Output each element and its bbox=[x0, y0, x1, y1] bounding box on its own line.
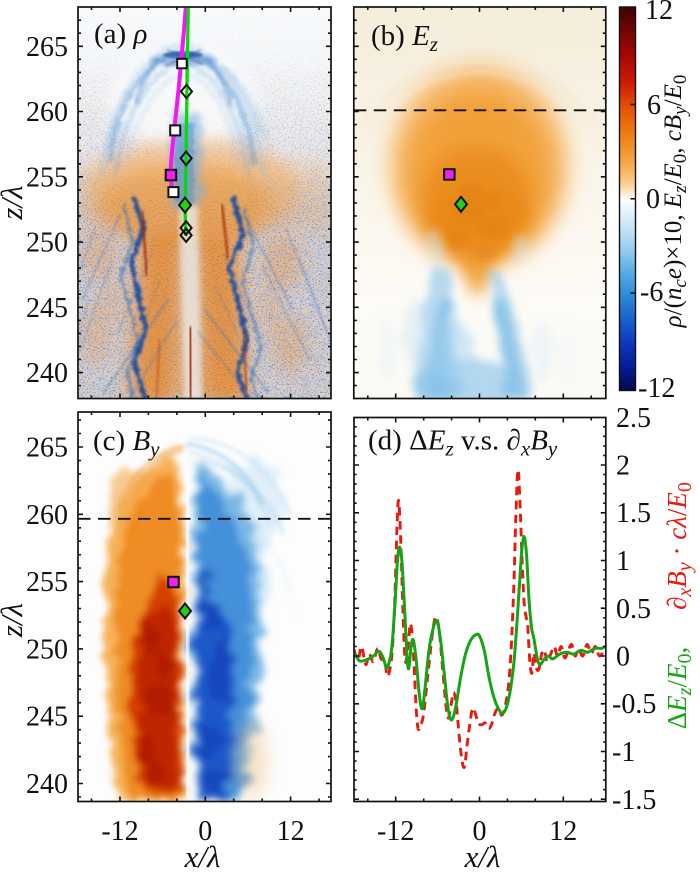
svg-text:-12: -12 bbox=[101, 816, 138, 847]
svg-text:2.5: 2.5 bbox=[616, 403, 651, 434]
svg-text:260: 260 bbox=[26, 97, 68, 128]
svg-text:x/λ: x/λ bbox=[184, 839, 221, 871]
svg-text:250: 250 bbox=[26, 634, 68, 665]
svg-text:12: 12 bbox=[645, 0, 673, 26]
svg-text:240: 240 bbox=[26, 358, 68, 389]
svg-text:245: 245 bbox=[26, 293, 68, 324]
svg-text:∂xBy · cλ/E0: ∂xBy · cλ/E0 bbox=[662, 482, 696, 610]
svg-text:(c) By: (c) By bbox=[93, 425, 160, 461]
svg-text:(b) Ez: (b) Ez bbox=[371, 20, 438, 56]
svg-text:2: 2 bbox=[616, 451, 630, 482]
svg-text:245: 245 bbox=[26, 702, 68, 733]
svg-text:-6: -6 bbox=[640, 277, 663, 308]
svg-text:-0.5: -0.5 bbox=[612, 689, 656, 720]
svg-text:12: 12 bbox=[277, 816, 305, 847]
svg-text:1: 1 bbox=[616, 546, 630, 577]
svg-text:0: 0 bbox=[616, 642, 630, 673]
svg-text:255: 255 bbox=[26, 162, 68, 193]
svg-text:1.5: 1.5 bbox=[616, 498, 651, 529]
svg-text:250: 250 bbox=[26, 228, 68, 259]
svg-text:0.5: 0.5 bbox=[616, 594, 651, 625]
svg-text:-12: -12 bbox=[377, 816, 414, 847]
svg-text:(d) ΔEz v.s. ∂xBy: (d) ΔEz v.s. ∂xBy bbox=[368, 425, 558, 461]
svg-text:12: 12 bbox=[549, 816, 577, 847]
svg-text:240: 240 bbox=[26, 769, 68, 800]
svg-text:0: 0 bbox=[198, 816, 212, 847]
svg-text:255: 255 bbox=[26, 567, 68, 598]
svg-text:-1: -1 bbox=[612, 737, 635, 768]
svg-text:x/λ: x/λ bbox=[464, 839, 501, 871]
svg-text:(a) ρ: (a) ρ bbox=[94, 18, 147, 50]
svg-text:6: 6 bbox=[647, 90, 661, 121]
svg-text:-1.5: -1.5 bbox=[612, 785, 656, 816]
svg-text:0: 0 bbox=[646, 184, 660, 215]
svg-text:z/λ: z/λ bbox=[0, 603, 29, 638]
svg-text:z/λ: z/λ bbox=[0, 185, 29, 220]
svg-text:0: 0 bbox=[473, 816, 487, 847]
svg-text:265: 265 bbox=[26, 433, 68, 464]
svg-text:-12: -12 bbox=[638, 373, 675, 404]
svg-text:265: 265 bbox=[26, 32, 68, 63]
svg-text:260: 260 bbox=[26, 500, 68, 531]
